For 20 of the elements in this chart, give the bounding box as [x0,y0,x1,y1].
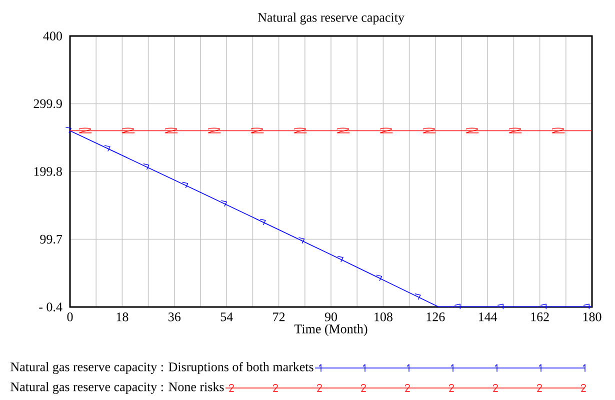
y-tick-label: 299.9 [34,99,62,108]
x-tick-label: 162 [531,312,549,322]
x-tick-label: 126 [426,312,445,322]
chart-title: Natural gas reserve capacity [258,12,404,24]
x-axis-title: Time (Month) [294,324,368,336]
x-tick-label: 90 [324,312,338,322]
y-tick-label: 99.7 [40,234,62,244]
x-tick-label: 180 [583,312,602,322]
x-tick-label: 54 [220,312,233,322]
x-tick-label: 108 [374,312,392,322]
y-tick-label: - 0.4 [39,302,62,312]
legend-label: Natural gas reserve capacity : None risks [10,382,224,394]
x-tick-label: 18 [116,312,128,322]
y-tick-label: 400 [43,32,62,40]
x-tick-label: 144 [479,312,498,322]
x-tick-label: 0 [67,312,73,322]
x-tick-label: 72 [273,312,285,322]
x-tick-label: 36 [168,312,181,322]
y-tick-label: 199.8 [34,167,62,176]
legend-label: Natural gas reserve capacity : Disruptions of both markets [10,362,314,374]
